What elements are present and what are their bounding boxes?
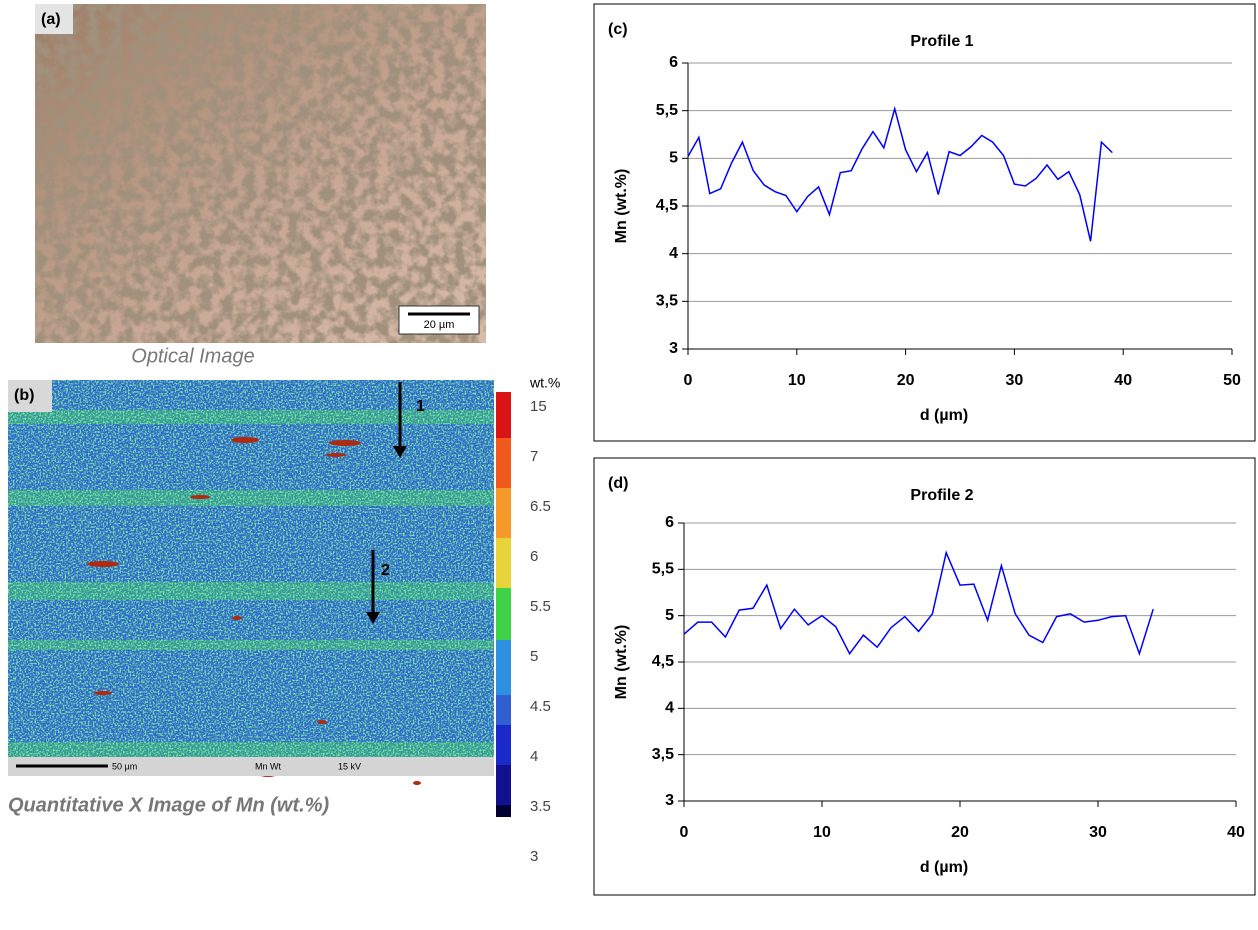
mn-map: (b) 1 2 50 µm Mn Wt 15 kV — [8, 380, 494, 785]
y-tick-label: 5 — [669, 150, 678, 167]
x-tick-label: 40 — [1227, 824, 1245, 841]
colorbar-label: 6.5 — [530, 498, 551, 515]
panel-label: (b) — [14, 387, 34, 404]
optical-image: (a) 20 µm — [35, 4, 486, 343]
scale-bar-label: 20 µm — [424, 319, 455, 331]
panel-label: (a) — [41, 11, 61, 28]
y-tick-label: 3,5 — [656, 293, 678, 310]
y-tick-label: 5 — [665, 607, 674, 624]
y-tick-label: 6 — [669, 54, 678, 71]
chart-title: Profile 1 — [910, 33, 973, 50]
colorbar: wt.% — [496, 375, 560, 817]
colorbar-label: 7 — [530, 448, 538, 465]
x-tick-label: 40 — [1114, 372, 1132, 389]
x-tick-label: 0 — [680, 824, 689, 841]
panel-label: (c) — [608, 21, 628, 38]
x-tick-label: 0 — [684, 372, 693, 389]
colorbar-label: 3.5 — [530, 798, 551, 815]
caption: Optical Image — [131, 345, 254, 367]
chart-title: Profile 2 — [910, 487, 973, 504]
colorbar-label: 5.5 — [530, 598, 551, 615]
panel-frame — [593, 3, 1256, 442]
chart: (c) Profile 1 3 3,5 4 4,5 5 5,5 6 0 10 20 30 40 50 d (µ… — [608, 21, 1241, 424]
panel-label: (d) — [608, 475, 628, 492]
footer-label: Mn Wt — [255, 761, 281, 771]
data-line — [683, 550, 1154, 657]
y-tick-label: 3,5 — [652, 746, 674, 763]
arrow-label: 2 — [381, 562, 390, 579]
colorbar-label: 3 — [530, 848, 538, 865]
panel-frame — [593, 457, 1256, 896]
x-tick-label: 10 — [813, 824, 831, 841]
x-tick-label: 30 — [1006, 372, 1024, 389]
y-axis-label: Mn (wt.%) — [613, 625, 630, 700]
colorbar-label: 4 — [530, 748, 538, 765]
y-tick-label: 6 — [665, 514, 674, 531]
colorbar-label: 5 — [530, 648, 538, 665]
colorbar-label: 4.5 — [530, 698, 551, 715]
y-tick-label: 4 — [665, 700, 674, 717]
y-tick-label: 4 — [669, 245, 678, 262]
footer-label: 50 µm — [112, 761, 137, 771]
x-axis-label: d (µm) — [920, 859, 968, 876]
y-tick-label: 4,5 — [652, 653, 674, 670]
data-line — [687, 105, 1113, 242]
x-tick-label: 30 — [1089, 824, 1107, 841]
y-tick-label: 4,5 — [656, 197, 678, 214]
chart: (d) Profile 2 3 3,5 4 4,5 5 5,5 6 0 10 20 30 40 d (µm)… — [608, 475, 1245, 876]
y-tick-label: 5,5 — [652, 561, 674, 578]
footer-label: 15 kV — [338, 761, 361, 771]
caption: Quantitative X Image of Mn (wt.%) — [8, 794, 329, 816]
x-tick-label: 50 — [1223, 372, 1241, 389]
colorbar-label: 15 — [530, 398, 547, 415]
x-tick-label: 20 — [951, 824, 969, 841]
y-tick-label: 5,5 — [656, 102, 678, 119]
x-axis-label: d (µm) — [920, 407, 968, 424]
colorbar-title: wt.% — [529, 375, 560, 391]
y-axis-label: Mn (wt.%) — [613, 169, 630, 244]
colorbar-label: 6 — [530, 548, 538, 565]
y-tick-label: 3 — [665, 792, 674, 809]
y-tick-label: 3 — [669, 340, 678, 357]
arrow-label: 1 — [416, 398, 425, 415]
x-tick-label: 20 — [897, 372, 915, 389]
x-tick-label: 10 — [788, 372, 806, 389]
